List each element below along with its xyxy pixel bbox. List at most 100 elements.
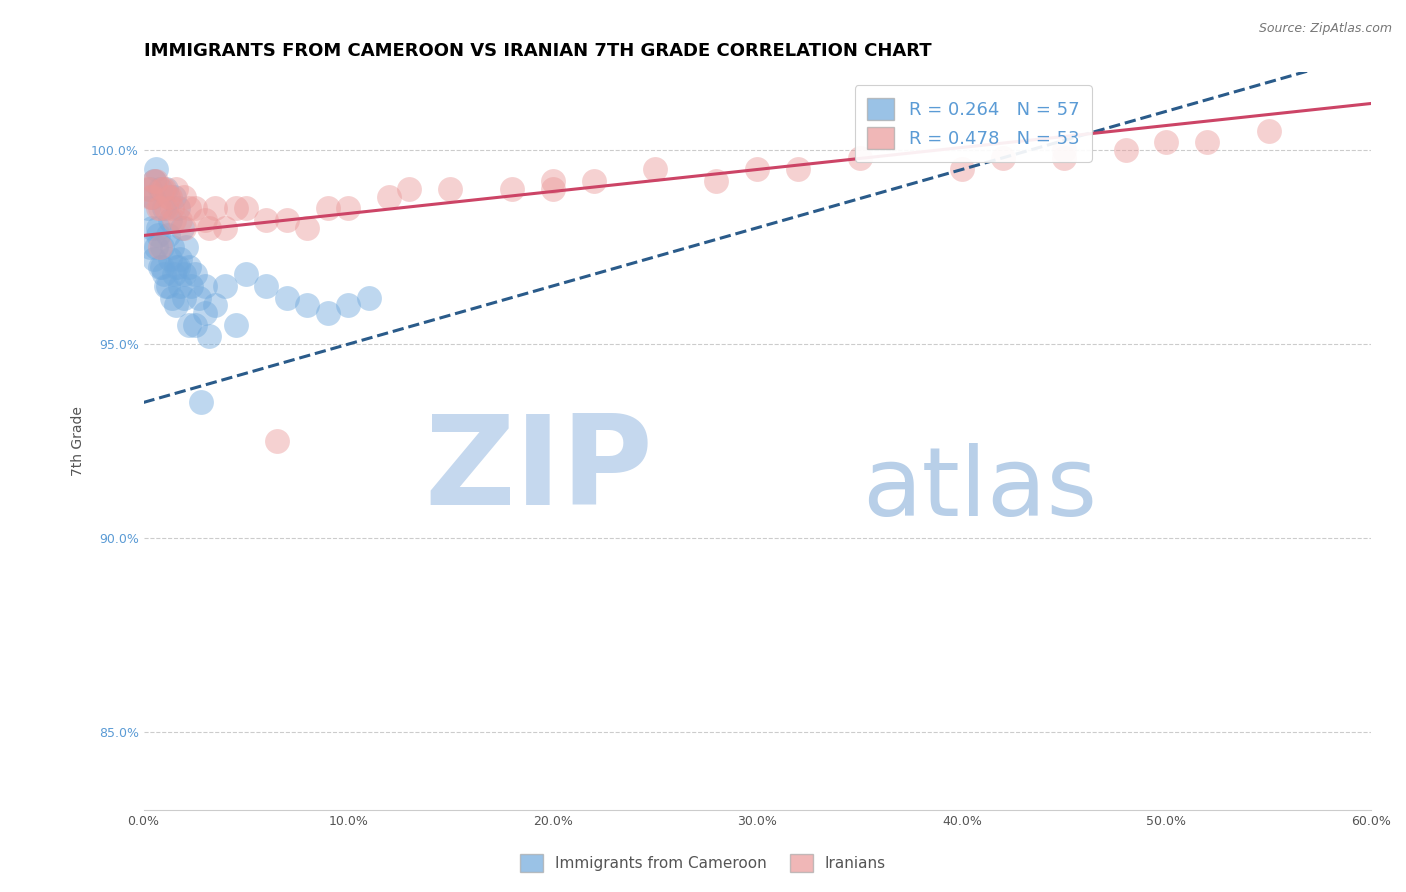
Y-axis label: 7th Grade: 7th Grade [72,407,86,476]
Point [150,182,173,196]
Point [501,182,523,196]
Point [173,220,195,235]
Point [378,189,401,203]
Point [160,291,183,305]
Point [165,260,187,274]
Point [541,174,564,188]
Point [141,220,163,235]
Point [1053,151,1076,165]
Point [214,279,236,293]
Point [541,182,564,196]
Point [142,174,165,188]
Point [235,268,257,282]
Point [146,220,169,235]
Point [198,220,221,235]
Point [149,260,172,274]
Point [149,182,172,196]
Point [146,202,169,216]
Point [706,174,728,188]
Point [183,202,205,216]
Point [157,228,180,243]
Point [235,202,257,216]
Point [160,202,183,216]
Point [1257,123,1279,137]
Point [204,202,226,216]
Legend: R = 0.264   N = 57, R = 0.478   N = 53: R = 0.264 N = 57, R = 0.478 N = 53 [855,85,1092,161]
Text: IMMIGRANTS FROM CAMEROON VS IRANIAN 7TH GRADE CORRELATION CHART: IMMIGRANTS FROM CAMEROON VS IRANIAN 7TH … [143,42,931,60]
Point [204,298,226,312]
Point [159,189,181,203]
Point [950,162,973,177]
Point [149,202,172,216]
Point [150,240,173,254]
Point [165,182,187,196]
Point [214,220,236,235]
Point [787,162,810,177]
Point [295,298,318,312]
Text: atlas: atlas [862,442,1097,536]
Point [398,182,420,196]
Point [1053,143,1076,157]
Point [155,182,177,196]
Text: Source: ZipAtlas.com: Source: ZipAtlas.com [1258,22,1392,36]
Point [153,202,176,216]
Point [1115,143,1137,157]
Point [276,291,298,305]
Point [167,202,190,216]
Point [194,279,217,293]
Point [163,268,186,282]
Point [141,189,163,203]
Point [136,202,159,216]
Point [145,174,167,188]
Point [254,279,277,293]
Point [1197,136,1219,150]
Point [180,279,202,293]
Point [337,202,360,216]
Point [190,395,212,409]
Point [198,329,221,343]
Point [225,202,247,216]
Point [177,202,200,216]
Point [747,162,769,177]
Point [145,240,167,254]
Point [141,189,163,203]
Point [138,189,160,203]
Point [1156,136,1178,150]
Point [295,220,318,235]
Point [142,174,165,188]
Point [138,240,160,254]
Point [848,151,870,165]
Point [177,318,200,332]
Point [316,202,339,216]
Point [167,260,190,274]
Point [316,306,339,320]
Point [194,306,217,320]
Point [439,182,461,196]
Point [176,240,198,254]
Point [266,434,288,449]
Point [173,189,195,203]
Point [149,240,172,254]
Point [153,182,176,196]
Point [173,291,195,305]
Point [159,252,181,266]
Point [644,162,666,177]
Point [163,213,186,227]
Legend: Immigrants from Cameroon, Iranians: Immigrants from Cameroon, Iranians [512,846,894,880]
Point [155,202,177,216]
Point [145,162,167,177]
Point [136,182,159,196]
Point [138,182,160,196]
Point [146,228,169,243]
Point [157,279,180,293]
Point [160,240,183,254]
Point [183,268,205,282]
Point [163,189,186,203]
Text: ZIP: ZIP [425,410,652,532]
Point [169,279,191,293]
Point [254,213,277,227]
Point [142,252,165,266]
Point [155,279,177,293]
Point [153,268,176,282]
Point [357,291,380,305]
